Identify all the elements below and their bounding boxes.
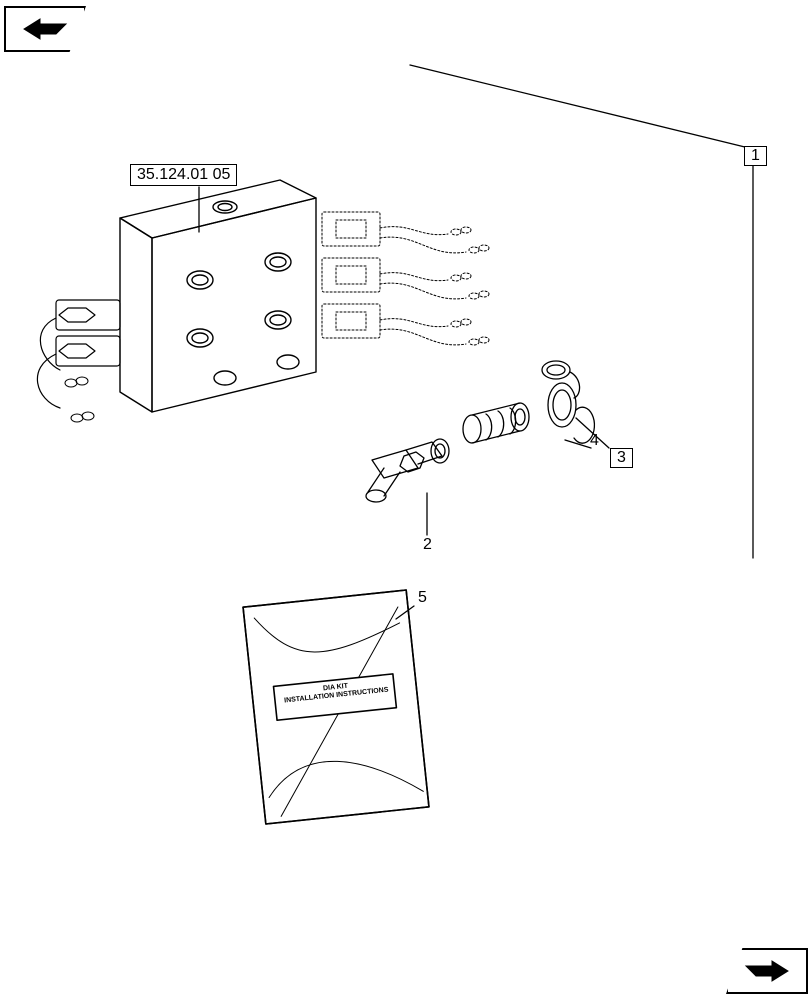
callout-3: 3 — [610, 448, 633, 468]
callout-4: 4 — [590, 432, 599, 450]
diagram-canvas: DIA KIT INSTALLATION INSTRUCTIONS 35.124… — [0, 0, 812, 1000]
callout-1: 1 — [744, 146, 767, 166]
solenoid-stack-ghost — [322, 212, 489, 345]
left-valve-stack — [37, 300, 120, 422]
dust-cap — [542, 361, 594, 443]
quick-coupler — [463, 403, 529, 443]
main-drawing — [0, 0, 812, 1000]
instruction-booklet — [243, 590, 429, 824]
assembly-ref-label: 35.124.01 05 — [130, 164, 237, 186]
callout-2: 2 — [423, 536, 432, 554]
elbow-fitting — [366, 439, 449, 502]
callout-5: 5 — [418, 589, 427, 607]
manifold-block — [120, 180, 316, 412]
